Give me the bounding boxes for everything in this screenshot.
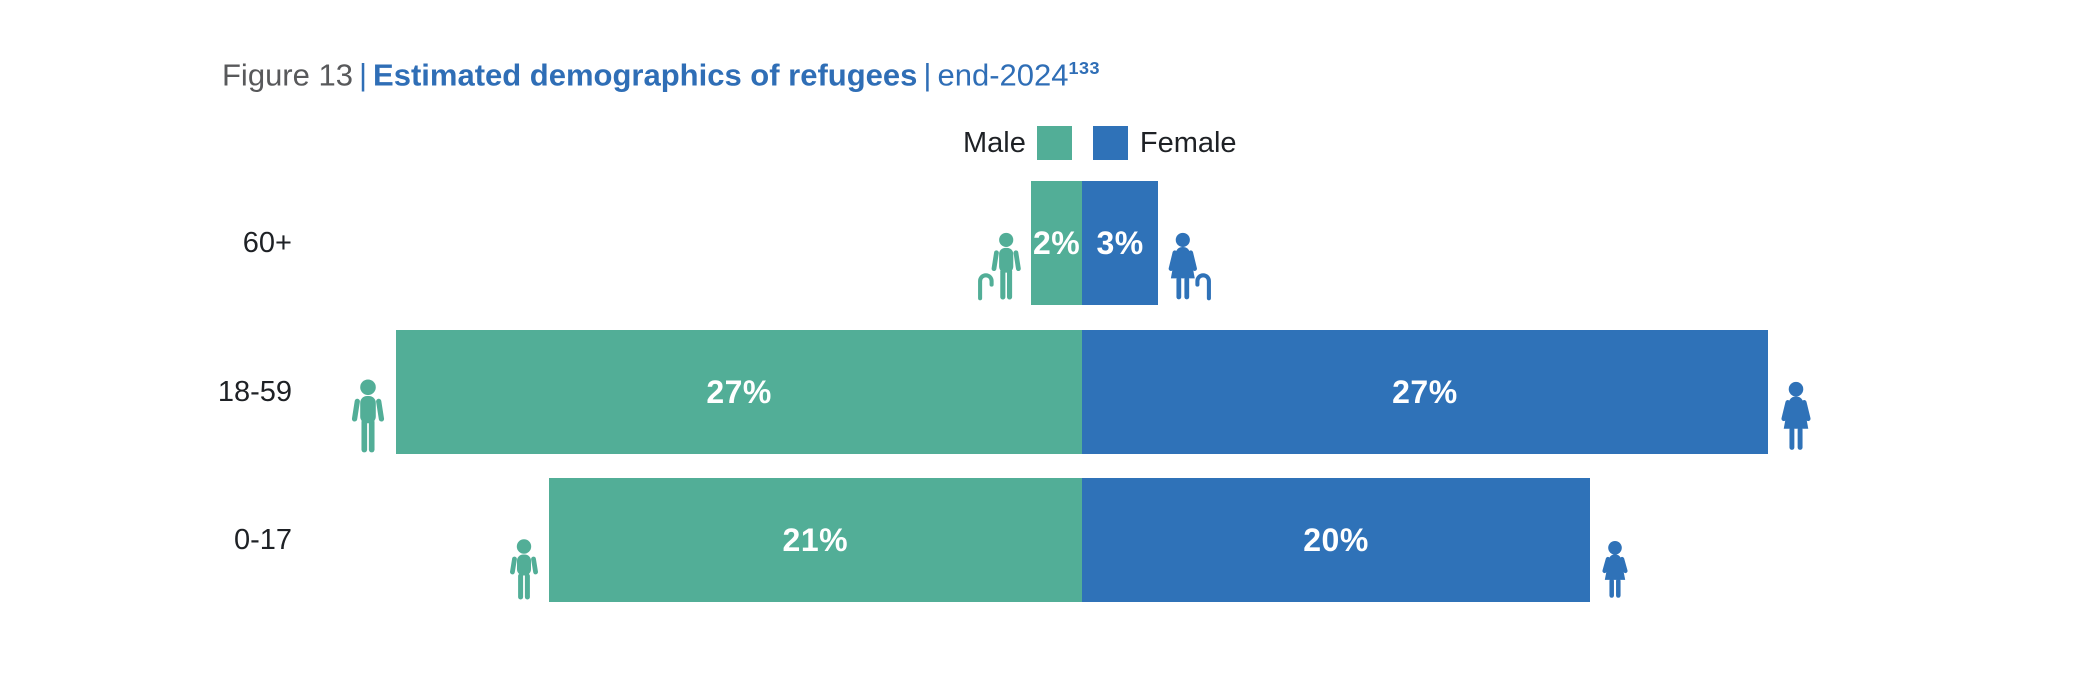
female-bar-segment: 20% (1082, 478, 1590, 602)
age-label: 60+ (242, 226, 292, 259)
title-separator-2: | (923, 57, 932, 93)
age-group-row-0-17: 0-17 21% 20% (0, 478, 2098, 602)
figure-title: Figure 13 | Estimated demographics of refu… (222, 50, 1100, 93)
figure-number: Figure 13 (222, 57, 353, 93)
legend-male-label: Male (963, 126, 1026, 159)
title-main-text: Estimated demographics of refugees (373, 57, 918, 93)
title-separator: | (358, 57, 368, 93)
age-label: 0-17 (233, 523, 292, 556)
female-bar-segment: 3% (1082, 181, 1159, 305)
male-bar-segment: 27% (396, 330, 1082, 454)
male-bar-segment: 21% (548, 478, 1082, 602)
age-group-row-60plus: 60+ 2% 3% (0, 181, 2098, 305)
legend: Male Female (963, 125, 1237, 161)
girl-child-icon (1598, 539, 1632, 600)
male-bar-segment: 2% (1031, 181, 1082, 305)
legend-female-swatch (1092, 126, 1128, 160)
age-label: 18-59 (217, 375, 292, 408)
age-group-row-18-59: 18-59 27% 27% (0, 330, 2098, 454)
male-value-label: 27% (706, 373, 772, 410)
female-value-label: 20% (1303, 521, 1369, 558)
boy-child-icon (507, 539, 541, 600)
elderly-woman-with-cane-icon (1166, 228, 1212, 304)
legend-male-swatch (1036, 126, 1072, 160)
female-value-label: 27% (1392, 373, 1458, 410)
male-value-label: 21% (782, 521, 849, 558)
male-value-label: 2% (1032, 224, 1081, 261)
adult-woman-icon (1776, 379, 1816, 453)
adult-man-icon (348, 379, 388, 453)
female-value-label: 3% (1096, 224, 1144, 261)
female-bar-segment: 27% (1082, 330, 1768, 454)
title-period: end-2024 (937, 57, 1069, 93)
elderly-man-with-cane-icon (977, 228, 1023, 304)
legend-female-label: Female (1139, 126, 1237, 159)
footnote-reference: 133 (1068, 58, 1100, 78)
